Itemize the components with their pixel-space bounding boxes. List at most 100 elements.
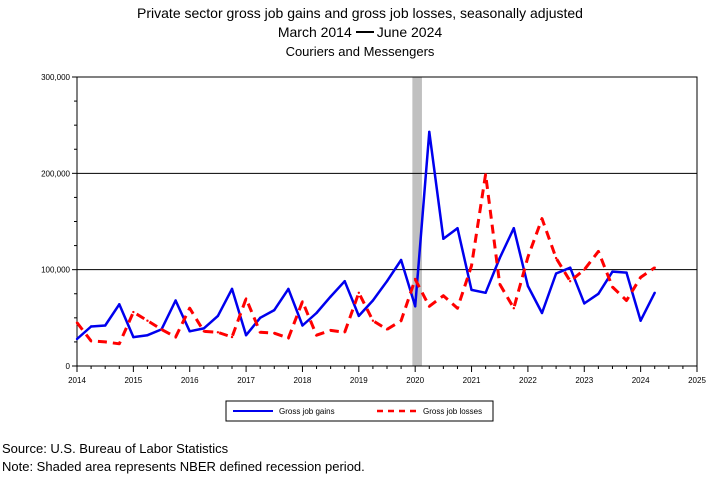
data-point-gross-job-gains [413,305,417,308]
y-tick-label-100000: 100,000 [41,266,70,275]
x-tick-label-2022: 2022 [519,376,537,385]
legend-label-gross-job-losses: Gross job losses [423,407,482,416]
plot-frame [76,76,698,367]
data-point-gross-job-losses [357,291,361,294]
y-tick-label-0: 0 [66,362,71,371]
data-point-gross-job-gains [385,280,389,283]
data-point-gross-job-gains [343,280,346,283]
data-point-gross-job-losses [456,307,459,310]
data-point-gross-job-losses [597,250,600,253]
data-point-gross-job-losses [484,173,487,176]
data-point-gross-job-losses [89,339,93,343]
data-point-gross-job-losses [399,319,403,322]
data-point-gross-job-losses [258,331,262,334]
data-point-gross-job-gains [583,302,586,305]
data-point-gross-job-losses [160,328,163,331]
series-line-gross-job-losses [75,172,656,346]
data-point-gross-job-gains [399,258,403,262]
range-dash [355,31,374,34]
data-point-gross-job-gains [329,295,332,298]
data-point-gross-job-gains [146,333,149,337]
data-point-gross-job-gains [371,299,375,302]
data-point-gross-job-gains [470,288,473,292]
data-point-gross-job-gains [118,303,121,306]
data-point-gross-job-losses [329,329,332,332]
data-point-gross-job-gains [357,314,361,318]
data-point-gross-job-losses [428,305,431,308]
data-point-gross-job-losses [146,319,149,322]
data-point-gross-job-gains [597,292,600,295]
data-point-gross-job-losses [343,331,346,334]
y-tick-label-300000: 300,000 [41,73,70,82]
chart-title: Private sector gross job gains and gross… [137,5,583,21]
data-point-gross-job-gains [498,256,501,260]
data-point-gross-job-gains [174,299,177,302]
data-point-gross-job-losses [413,278,417,281]
data-point-gross-job-losses [371,319,375,322]
data-point-gross-job-losses [470,264,473,268]
series-line-gross-job-gains [76,130,656,340]
data-point-gross-job-gains [244,333,248,337]
data-point-gross-job-gains [75,337,79,341]
data-point-gross-job-gains [568,266,572,269]
legend-box [225,400,494,422]
data-point-gross-job-losses [526,255,530,259]
date-range-end: June 2024 [376,24,443,40]
data-point-gross-job-gains [301,324,304,327]
data-point-gross-job-losses [540,217,544,220]
y-tick-label-200000: 200,000 [41,169,70,178]
x-tick-label-2024: 2024 [632,376,650,385]
data-point-gross-job-gains [273,308,276,312]
data-point-gross-job-gains [188,330,191,333]
data-point-gross-job-gains [202,327,206,330]
data-point-gross-job-gains [287,287,290,291]
data-point-gross-job-losses [230,335,234,339]
chart-subtitle: Couriers and Messengers [285,44,435,59]
data-point-gross-job-losses [287,336,290,340]
data-point-gross-job-losses [554,256,558,260]
data-point-gross-job-gains [428,130,431,134]
x-tick-label-2019: 2019 [350,376,368,385]
data-point-gross-job-gains [526,284,530,288]
data-point-gross-job-gains [625,271,628,274]
data-point-gross-job-losses [611,285,614,289]
x-tick-label-2018: 2018 [294,376,312,385]
recession-note: Note: Shaded area represents NBER define… [2,459,365,474]
recession-band [412,77,422,366]
data-point-gross-job-losses [273,332,276,335]
legend-label-gross-job-gains: Gross job gains [279,407,335,416]
x-tick-label-2021: 2021 [463,376,481,385]
data-point-gross-job-losses [583,268,586,271]
data-point-gross-job-losses [188,307,191,310]
data-point-gross-job-gains [442,237,445,241]
data-point-gross-job-losses [625,299,628,302]
data-point-gross-job-losses [216,331,220,334]
chart-title-block: Private sector gross job gains and gross… [0,4,720,61]
data-point-gross-job-losses [512,307,516,310]
data-point-gross-job-losses [244,297,248,300]
data-point-gross-job-losses [568,280,572,283]
data-point-gross-job-gains [216,314,220,318]
data-point-gross-job-gains [132,335,135,339]
x-tick-label-2015: 2015 [124,376,142,385]
source-note: Source: U.S. Bureau of Labor Statistics [2,441,229,456]
data-point-gross-job-gains [653,291,656,294]
data-point-gross-job-gains [512,227,516,230]
data-point-gross-job-losses [639,276,642,279]
data-point-gross-job-gains [456,227,459,230]
data-point-gross-job-gains [554,272,558,275]
data-point-gross-job-losses [442,294,445,297]
data-point-gross-job-losses [498,282,501,286]
data-point-gross-job-losses [385,328,389,331]
x-tick-label-2016: 2016 [181,376,199,385]
x-tick-label-2017: 2017 [237,376,255,385]
data-point-gross-job-losses [118,342,121,346]
data-point-gross-job-gains [540,311,544,315]
data-point-gross-job-losses [315,333,318,337]
data-point-gross-job-losses [301,300,304,303]
x-tick-label-2014: 2014 [68,376,86,385]
data-point-gross-job-gains [639,319,642,322]
chart-date-range: March 2014 June 2024 [0,23,720,42]
data-point-gross-job-losses [132,310,135,314]
